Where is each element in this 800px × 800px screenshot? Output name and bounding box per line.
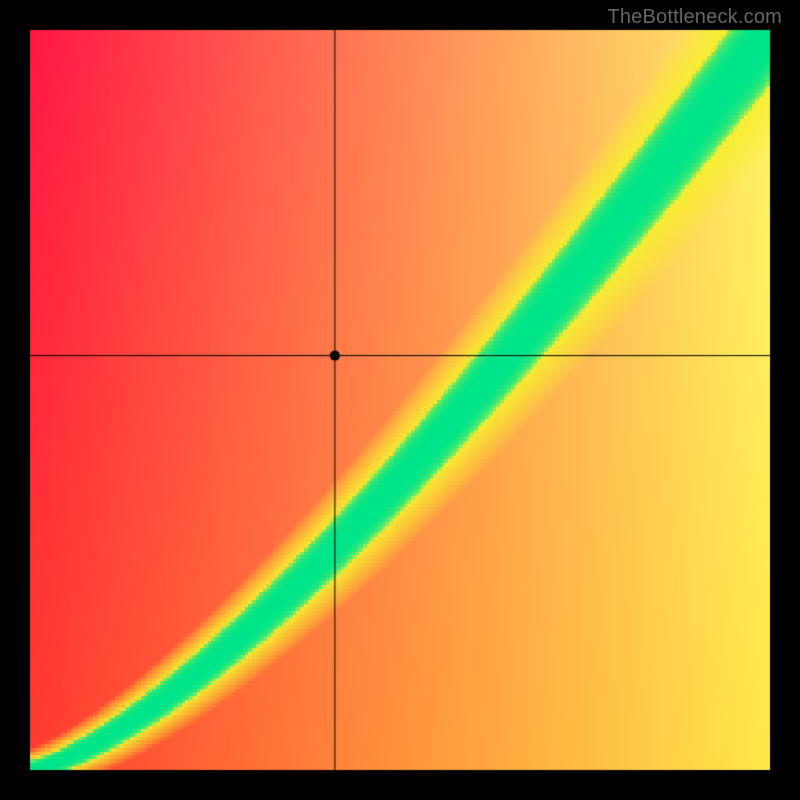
chart-container: TheBottleneck.com	[0, 0, 800, 800]
watermark-text: TheBottleneck.com	[607, 6, 782, 29]
heatmap-canvas	[0, 0, 800, 800]
